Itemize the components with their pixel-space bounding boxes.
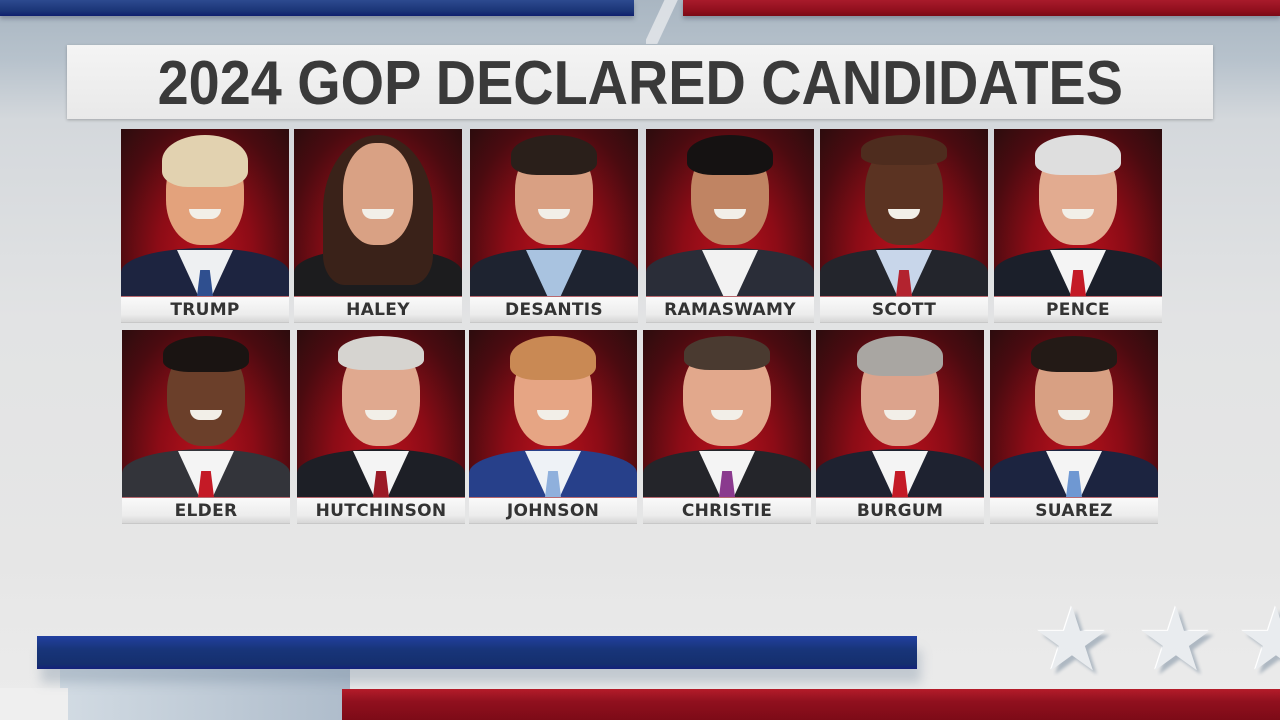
- candidate-name-label: BURGUM: [816, 498, 984, 524]
- candidate-photo: [994, 129, 1162, 297]
- candidate-card-burgum: BURGUM: [816, 330, 984, 524]
- candidate-photo: [990, 330, 1158, 498]
- top-diagonal-accent: [646, 0, 686, 44]
- title-banner: 2024 GOP DECLARED CANDIDATES: [67, 45, 1213, 119]
- top-blue-stripe: [0, 0, 634, 16]
- candidate-card-ramaswamy: RAMASWAMY: [646, 129, 814, 323]
- candidate-card-pence: PENCE: [994, 129, 1162, 323]
- top-red-stripe: [683, 0, 1280, 16]
- candidate-photo: [469, 330, 637, 498]
- candidate-name-label: HUTCHINSON: [297, 498, 465, 524]
- candidate-card-haley: HALEY: [294, 129, 462, 323]
- candidate-name-label: CHRISTIE: [643, 498, 811, 524]
- candidate-name-label: SUAREZ: [990, 498, 1158, 524]
- candidate-name-label: RAMASWAMY: [646, 297, 814, 323]
- star-icon: ★: [1136, 588, 1216, 691]
- candidate-card-trump: TRUMP: [121, 129, 289, 323]
- candidate-card-hutchinson: HUTCHINSON: [297, 330, 465, 524]
- candidate-name-label: DESANTIS: [470, 297, 638, 323]
- page-title: 2024 GOP DECLARED CANDIDATES: [157, 48, 1123, 118]
- candidate-name-label: PENCE: [994, 297, 1162, 323]
- candidate-name-label: TRUMP: [121, 297, 289, 323]
- candidate-card-suarez: SUAREZ: [990, 330, 1158, 524]
- star-icon: ★: [1032, 588, 1112, 691]
- candidate-photo: [294, 129, 462, 297]
- candidate-photo: [820, 129, 988, 297]
- candidate-card-johnson: JOHNSON: [469, 330, 637, 524]
- candidate-card-elder: ELDER: [122, 330, 290, 524]
- candidate-name-label: ELDER: [122, 498, 290, 524]
- candidate-photo: [816, 330, 984, 498]
- candidate-card-scott: SCOTT: [820, 129, 988, 323]
- candidate-photo: [646, 129, 814, 297]
- bottom-blue-stripe: [37, 636, 917, 669]
- candidate-photo: [121, 129, 289, 297]
- candidate-name-label: SCOTT: [820, 297, 988, 323]
- star-icon: ★: [1236, 588, 1280, 691]
- bottom-white-block: [0, 688, 68, 720]
- candidate-photo: [297, 330, 465, 498]
- candidate-name-label: JOHNSON: [469, 498, 637, 524]
- bottom-shadow-shape: [60, 669, 350, 720]
- bottom-red-stripe: [342, 689, 1280, 720]
- candidate-photo: [122, 330, 290, 498]
- candidate-photo: [470, 129, 638, 297]
- candidate-photo: [643, 330, 811, 498]
- candidate-card-christie: CHRISTIE: [643, 330, 811, 524]
- candidate-card-desantis: DESANTIS: [470, 129, 638, 323]
- candidate-name-label: HALEY: [294, 297, 462, 323]
